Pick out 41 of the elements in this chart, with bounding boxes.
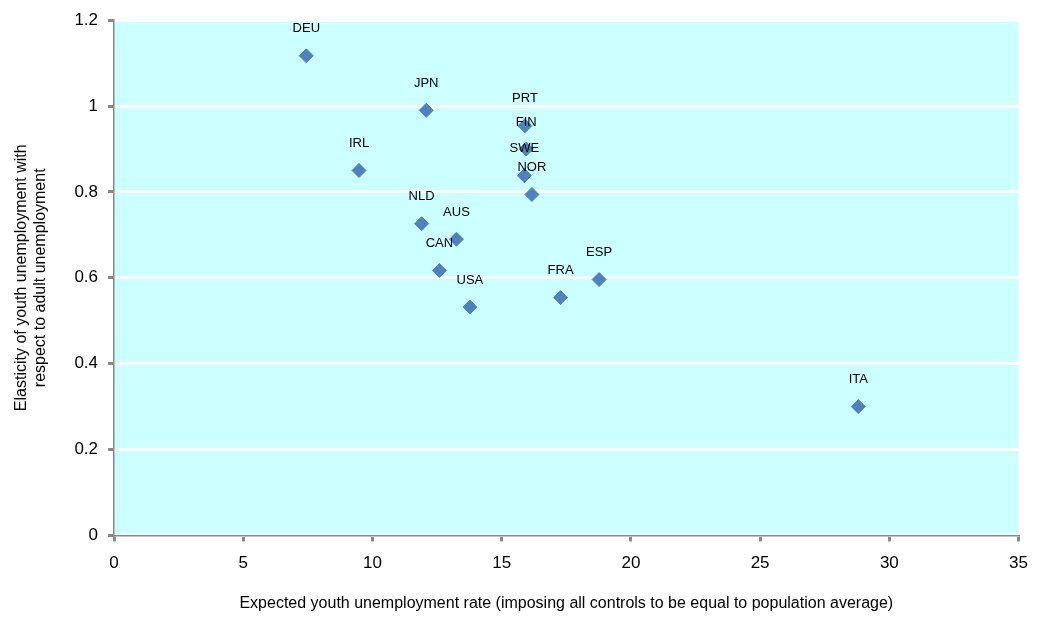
point xyxy=(298,48,314,64)
x-tick-label: 35 xyxy=(1009,553,1029,573)
y-axis-title: Elasticity of youth unemployment with respect to adult unemployment xyxy=(12,144,49,412)
annotation: FIN xyxy=(515,113,537,129)
x-axis-title: Expected youth unemployment rate (imposing all controls to be equal to population average) xyxy=(239,593,894,611)
annotation: ITA xyxy=(848,371,869,387)
point xyxy=(418,102,434,118)
point xyxy=(553,290,569,306)
y-tick-label: 0.2 xyxy=(74,439,99,459)
annotation: ESP xyxy=(586,244,613,260)
point xyxy=(431,263,447,278)
x-tick-label: 30 xyxy=(879,553,899,573)
x-tick-label: 0 xyxy=(109,553,119,573)
x-tick-label: 25 xyxy=(750,553,770,573)
point xyxy=(414,216,430,232)
point xyxy=(591,272,607,288)
annotation: DEU xyxy=(292,20,321,36)
y-tick-label: 0.4 xyxy=(74,353,99,373)
y-tick-label: 0.8 xyxy=(74,181,99,201)
annotation: IRL xyxy=(348,135,370,151)
annotation: JPN xyxy=(413,74,439,90)
point xyxy=(351,162,367,178)
annotation: FRA xyxy=(547,262,574,278)
x-tick-label: 5 xyxy=(238,553,248,573)
x-tick-label: 20 xyxy=(621,553,641,573)
annotation: NLD xyxy=(408,188,435,204)
annotation: SWE xyxy=(509,140,540,156)
point xyxy=(524,187,540,203)
y-tick-label: 1.2 xyxy=(74,9,99,29)
x-tick-label: 10 xyxy=(363,553,382,573)
y-tick-label: 1 xyxy=(88,95,99,115)
annotation: AUS xyxy=(443,203,471,219)
annotation: USA xyxy=(456,271,484,287)
annotation: NOR xyxy=(517,159,547,175)
y-tick-label: 0 xyxy=(88,525,99,545)
annotation: PRT xyxy=(512,90,538,106)
x-tick-label: 15 xyxy=(492,553,512,573)
annotation: CAN xyxy=(425,235,454,251)
point xyxy=(462,299,478,315)
point xyxy=(850,399,866,415)
y-tick-label: 0.6 xyxy=(74,267,99,287)
